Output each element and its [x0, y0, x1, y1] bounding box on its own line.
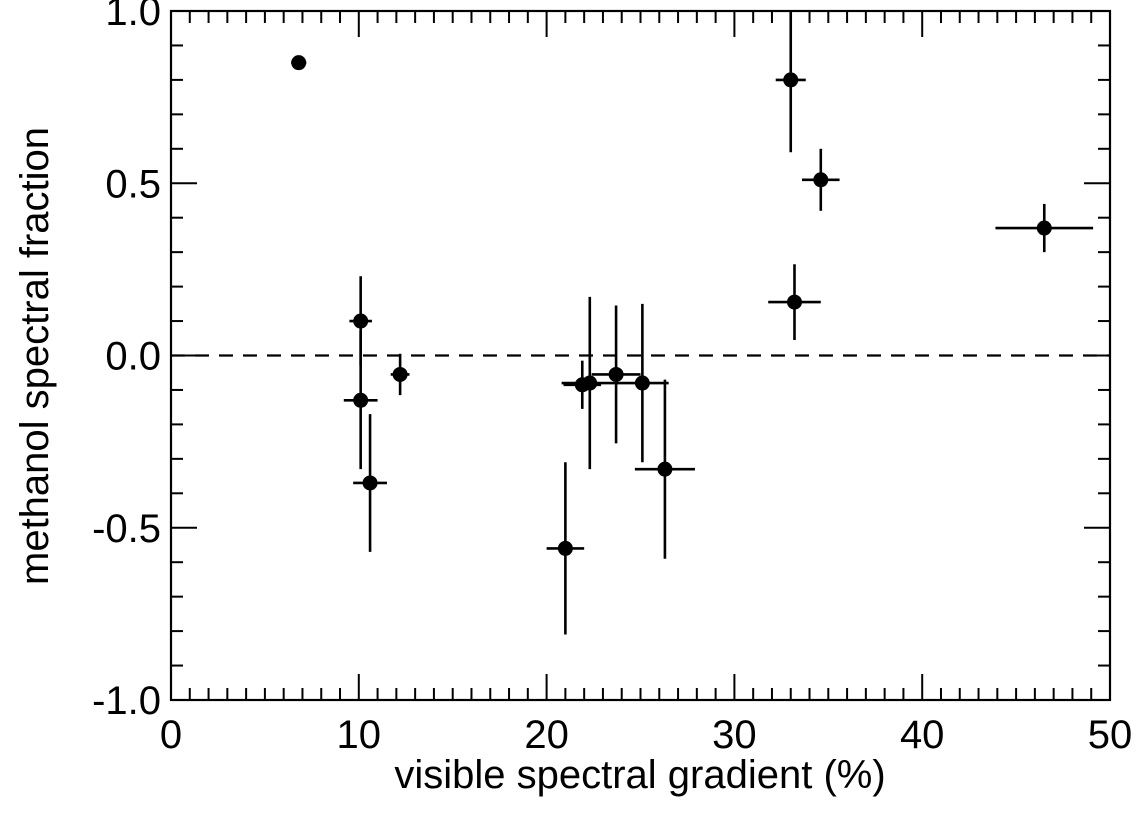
x-tick-label: 30	[712, 713, 757, 757]
x-tick-label: 50	[1088, 713, 1133, 757]
data-point	[392, 366, 408, 382]
y-tick-label: 0.0	[105, 335, 161, 379]
data-point	[353, 313, 369, 329]
data-point	[608, 366, 624, 382]
data-point	[634, 375, 650, 391]
x-tick-label: 40	[900, 713, 945, 757]
data-point	[557, 540, 573, 556]
data-point	[783, 72, 799, 88]
data-point	[582, 375, 598, 391]
y-tick-label: 1.0	[105, 0, 161, 34]
x-axis-title: visible spectral gradient (%)	[394, 753, 885, 797]
data-point	[362, 475, 378, 491]
data-point	[657, 461, 673, 477]
data-point	[291, 55, 307, 71]
x-tick-label: 0	[160, 713, 182, 757]
x-tick-label: 20	[524, 713, 569, 757]
data-point	[1036, 220, 1052, 236]
data-point	[786, 294, 802, 310]
y-tick-label: -1.0	[92, 679, 161, 723]
y-axis-title: methanol spectral fraction	[13, 127, 57, 585]
y-tick-label: -0.5	[92, 507, 161, 551]
data-point	[813, 172, 829, 188]
plot-frame	[169, 9, 1112, 702]
data-point	[353, 392, 369, 408]
y-tick-label: 0.5	[105, 162, 161, 206]
x-tick-label: 10	[337, 713, 382, 757]
